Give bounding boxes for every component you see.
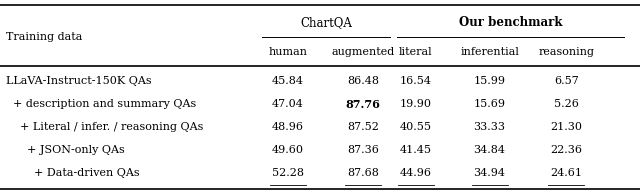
Text: 15.99: 15.99 (474, 76, 506, 86)
Text: 33.33: 33.33 (474, 122, 506, 132)
Text: 34.94: 34.94 (474, 168, 506, 178)
Text: inferential: inferential (460, 47, 519, 57)
Text: 49.60: 49.60 (272, 145, 304, 155)
Text: 41.45: 41.45 (400, 145, 432, 155)
Text: 47.04: 47.04 (272, 99, 304, 109)
Text: literal: literal (399, 47, 433, 57)
Text: + Data-driven QAs: + Data-driven QAs (6, 168, 140, 178)
Text: 40.55: 40.55 (400, 122, 432, 132)
Text: 45.84: 45.84 (272, 76, 304, 86)
Text: 48.96: 48.96 (272, 122, 304, 132)
Text: 86.48: 86.48 (347, 76, 379, 86)
Text: 21.30: 21.30 (550, 122, 582, 132)
Text: 34.84: 34.84 (474, 145, 506, 155)
Text: 6.57: 6.57 (554, 76, 579, 86)
Text: + JSON-only QAs: + JSON-only QAs (6, 145, 125, 155)
Text: 87.36: 87.36 (347, 145, 379, 155)
Text: 19.90: 19.90 (400, 99, 432, 109)
Text: + Literal / infer. / reasoning QAs: + Literal / infer. / reasoning QAs (6, 122, 204, 132)
Text: 87.76: 87.76 (346, 99, 380, 110)
Text: 44.96: 44.96 (400, 168, 432, 178)
Text: 24.61: 24.61 (550, 168, 582, 178)
Text: 87.68: 87.68 (347, 168, 379, 178)
Text: human: human (269, 47, 307, 57)
Text: 22.36: 22.36 (550, 145, 582, 155)
Text: augmented: augmented (332, 47, 394, 57)
Text: Our benchmark: Our benchmark (459, 16, 562, 29)
Text: 52.28: 52.28 (272, 168, 304, 178)
Text: 5.26: 5.26 (554, 99, 579, 109)
Text: Training data: Training data (6, 32, 83, 42)
Text: 87.52: 87.52 (347, 122, 379, 132)
Text: LLaVA-Instruct-150K QAs: LLaVA-Instruct-150K QAs (6, 76, 152, 86)
Text: 15.69: 15.69 (474, 99, 506, 109)
Text: 16.54: 16.54 (400, 76, 432, 86)
Text: ChartQA: ChartQA (300, 16, 353, 29)
Text: + description and summary QAs: + description and summary QAs (6, 99, 196, 109)
Text: reasoning: reasoning (538, 47, 595, 57)
